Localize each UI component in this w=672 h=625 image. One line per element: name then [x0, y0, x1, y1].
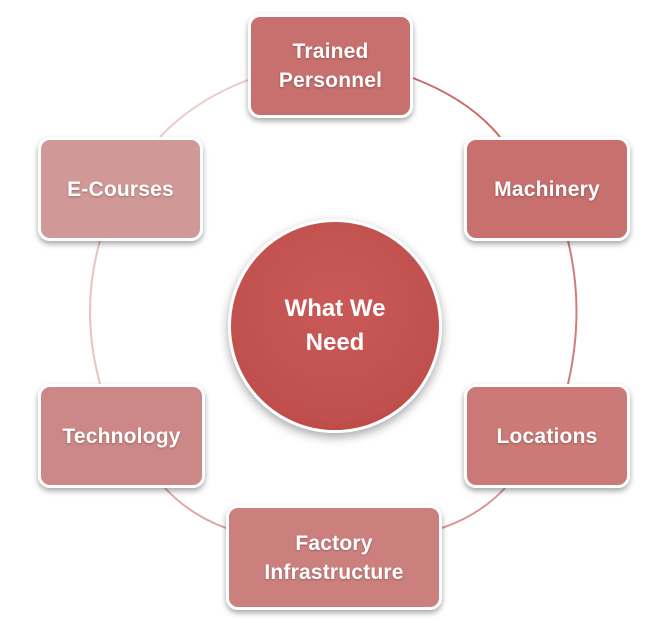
center-circle: What We Need — [228, 219, 442, 433]
node-locations: Locations — [464, 384, 630, 488]
node-machinery: Machinery — [464, 137, 630, 241]
node-technology: Technology — [38, 384, 205, 488]
ring-arc-factory-technology — [164, 487, 227, 529]
ring-arc-technology-ecourses — [89, 240, 101, 385]
ring-arc-trained-machinery — [412, 77, 501, 138]
node-e-courses: E-Courses — [38, 137, 203, 241]
node-trained-personnel: Trained Personnel — [248, 14, 413, 118]
ring-arc-machinery-locations — [567, 240, 578, 385]
node-factory-infrastructure: Factory Infrastructure — [226, 505, 442, 610]
ring-arc-locations-factory — [441, 487, 506, 529]
ring-arc-ecourses-trained — [159, 79, 249, 138]
